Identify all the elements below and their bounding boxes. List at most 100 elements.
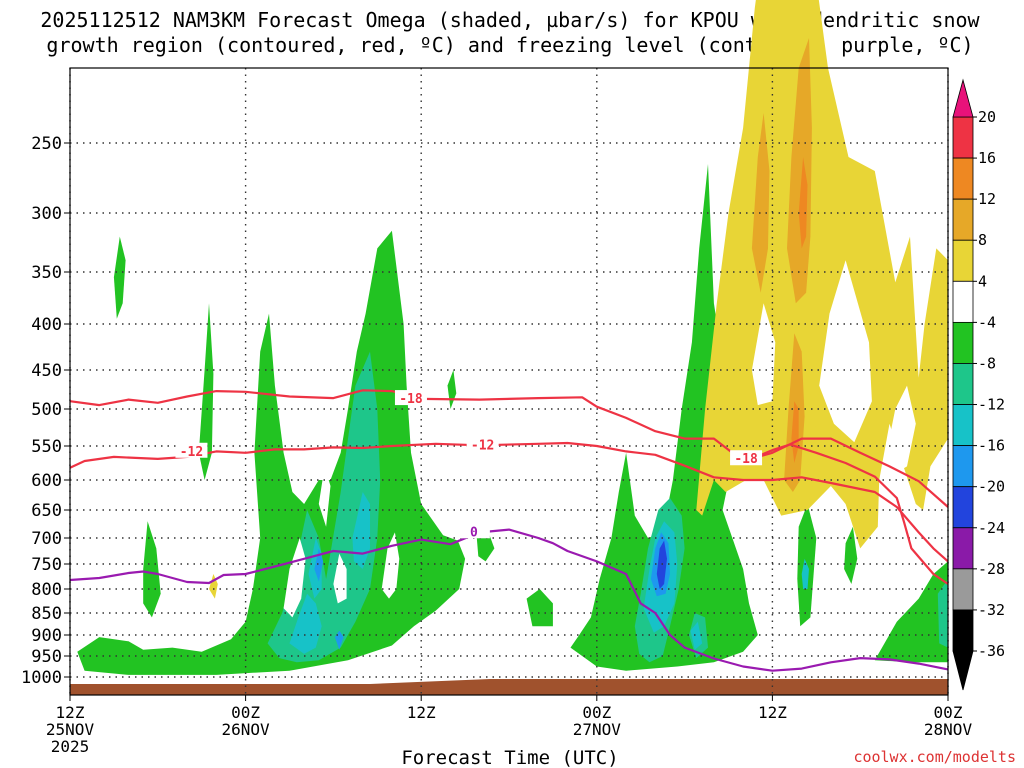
colorbar-bottom-arrow (952, 650, 974, 691)
colorbar-label: -32 (978, 601, 1005, 619)
dgz-upper-contour-loop (757, 443, 949, 585)
y-tick-label: 1000 (21, 668, 62, 688)
colorbar-label: -4 (978, 313, 996, 331)
omega-region-green (874, 561, 948, 663)
contour-label-minus18-bg (730, 450, 763, 466)
omega-region-white (181, 589, 231, 627)
omega-region-white (886, 385, 916, 474)
y-tick-label: 800 (31, 580, 62, 600)
colorbar-label: -20 (978, 478, 1005, 496)
y-tick-label: 650 (31, 501, 62, 521)
x-tick-label: 00Z (231, 703, 260, 722)
omega-region-white (381, 532, 400, 599)
colorbar-swatch (952, 116, 974, 159)
omega-shading (77, 0, 948, 675)
colorbar-swatch (952, 239, 974, 282)
contour-label-minus18: -18 (399, 392, 423, 407)
colorbar-label: -36 (978, 642, 1005, 660)
y-tick-label: 450 (31, 361, 62, 381)
x-tick-label: 25NOV (46, 720, 95, 739)
contour-label-minus12-bg (466, 436, 499, 452)
chart-title-line1: 2025112512 NAM3KM Forecast Omega (shaded… (40, 8, 980, 32)
omega-region-green (113, 236, 126, 319)
omega-region-white (283, 538, 306, 618)
plot-frame (69, 67, 949, 696)
x-tick-label: 12Z (56, 703, 85, 722)
contour-label-minus18: -18 (734, 452, 758, 467)
terrain-fill (70, 679, 948, 695)
colorbar-label: 12 (978, 190, 996, 208)
freezing-level-contour (69, 528, 949, 672)
axes: 2503003504004505005506006507007508008509… (21, 67, 973, 756)
y-tick-label: 500 (31, 400, 62, 420)
colorbar-label: -28 (978, 560, 1005, 578)
colorbar-swatch (952, 321, 974, 364)
omega-region-green (476, 532, 495, 562)
terrain-band (70, 679, 948, 695)
omega-region-yellow (696, 0, 948, 549)
colorbar-label: -8 (978, 354, 996, 372)
contour-label-minus12: -12 (471, 439, 494, 454)
colorbar-swatch (952, 445, 974, 488)
omega-region-green (570, 164, 758, 671)
omega-region-cyan (289, 593, 322, 654)
colorbar-swatch (952, 157, 974, 200)
colorbar-label: 16 (978, 149, 996, 167)
colorbar-swatch (952, 527, 974, 570)
omega-region-cyan (801, 558, 809, 589)
colorbar-top-arrow (952, 78, 974, 118)
omega-region-green (198, 303, 214, 480)
colorbar-swatch (952, 568, 974, 611)
colorbar-swatch (952, 198, 974, 241)
x-tick-label: 00Z (582, 703, 611, 722)
omega-region-green (844, 526, 858, 584)
y-tick-label: 950 (31, 647, 62, 667)
colorbar-label: 20 (978, 108, 996, 126)
y-tick-label: 600 (31, 471, 62, 491)
omega-region-dblue (656, 540, 667, 589)
contour-label-zero-bg (457, 523, 490, 539)
x-tick-label: 28NOV (924, 720, 973, 739)
x-tick-label: 12Z (407, 703, 436, 722)
contour-label-minus12-bg (175, 442, 208, 458)
chart-title-line2: growth region (contoured, red, ºC) and f… (46, 33, 973, 57)
colorbar-swatch (952, 404, 974, 447)
y-tick-label: 700 (31, 529, 62, 549)
contour-label-minus18-bg (394, 390, 427, 406)
colorbar: 20 16 12 8 4 -4 -8 -12 -16 -20 -24 -28 -32 -36 (952, 78, 1005, 691)
omega-region-white (318, 466, 331, 527)
colorbar-label: -12 (978, 396, 1005, 414)
omega-region-gold (751, 113, 770, 293)
omega-region-white (819, 260, 872, 443)
x-tick-label: 12Z (758, 703, 787, 722)
y-tick-label: 350 (31, 263, 62, 283)
dgz-upper-contour (69, 389, 949, 508)
y-tick-label: 750 (31, 555, 62, 575)
colorbar-label: -24 (978, 519, 1005, 537)
colorbar-swatch (952, 280, 974, 323)
contour-label-minus12: -12 (180, 445, 203, 460)
credit-text: coolwx.com/modelts (853, 748, 1016, 766)
x-tick-label: 26NOV (222, 720, 271, 739)
colorbar-label: 4 (978, 272, 987, 290)
x-tick-label: 00Z (934, 703, 963, 722)
colorbar-swatch (952, 609, 974, 652)
y-tick-label: 250 (31, 134, 62, 154)
omega-region-green (143, 521, 161, 618)
colorbar-label: -16 (978, 437, 1005, 455)
y-tick-label: 850 (31, 604, 62, 624)
omega-region-orange (798, 157, 808, 249)
dgz-lower-contour (69, 441, 949, 563)
y-tick-label: 900 (31, 626, 62, 646)
omega-region-green (526, 589, 553, 627)
contour-lines: -18 -12 -12 -18 0 (69, 389, 949, 672)
omega-region-cyan (690, 621, 703, 650)
x-tick-label: 2025 (51, 737, 90, 756)
omega-region-cyan (352, 492, 370, 569)
contour-label-zero: 0 (470, 525, 478, 540)
omega-region-white (333, 553, 347, 604)
omega-region-blue (314, 548, 324, 582)
y-tick-label: 550 (31, 437, 62, 457)
omega-region-seagreen (937, 579, 948, 648)
